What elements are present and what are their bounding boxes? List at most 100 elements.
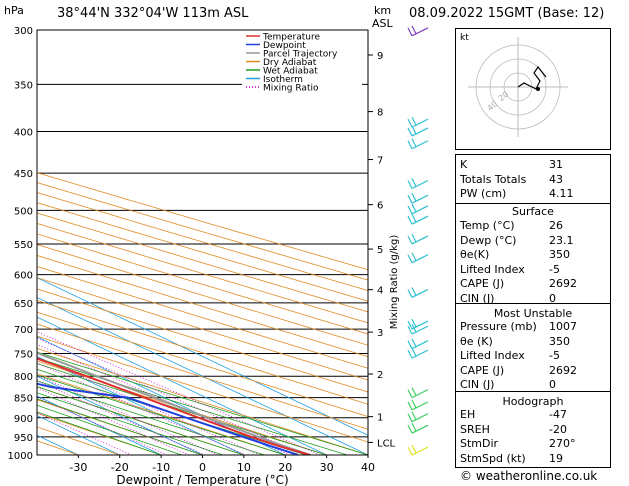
wet-adiabat bbox=[37, 404, 182, 455]
wind-barb-flag bbox=[411, 338, 417, 347]
valid-datetime: 08.09.2022 15GMT (Base: 12) bbox=[409, 6, 605, 21]
wet-adiabat bbox=[37, 351, 368, 455]
height-tick-label: LCL bbox=[377, 438, 396, 449]
row-label: Lifted Index bbox=[460, 262, 525, 276]
dry-adiabat bbox=[37, 399, 203, 455]
dry-adiabat bbox=[37, 265, 368, 369]
row-value: 19 bbox=[549, 451, 563, 465]
x-axis-label: Dewpoint / Temperature (°C) bbox=[116, 473, 288, 486]
wind-barb bbox=[411, 288, 429, 298]
height-tick-label: 7 bbox=[377, 156, 383, 167]
row-value: 0 bbox=[549, 291, 556, 305]
wind-barb bbox=[411, 446, 429, 456]
dry-adiabat bbox=[37, 373, 286, 455]
row-label: StmSpd (kt) bbox=[460, 451, 526, 465]
pressure-tick-label: 550 bbox=[14, 240, 33, 251]
mixing-ratio-line bbox=[37, 362, 247, 455]
wind-barb-flag bbox=[411, 411, 417, 420]
wind-barb bbox=[411, 140, 429, 150]
pressure-tick-label: 300 bbox=[14, 26, 33, 37]
dry-adiabat bbox=[37, 360, 327, 455]
wind-barb-flag bbox=[411, 387, 417, 396]
wind-barb bbox=[411, 320, 429, 330]
parcel-trajectory-line bbox=[37, 351, 311, 455]
mixing-ratio-line bbox=[37, 380, 206, 455]
hodograph-ring-label: 20 bbox=[497, 90, 511, 103]
hodograph-trace bbox=[517, 65, 547, 90]
hodograph-unit: kt bbox=[460, 33, 469, 43]
row-value: 350 bbox=[549, 248, 570, 261]
row-label: K bbox=[460, 158, 468, 171]
legend-label: Dry Adiabat bbox=[263, 58, 317, 68]
dewpoint-line bbox=[37, 382, 299, 455]
wind-barb bbox=[411, 179, 429, 190]
wind-barb bbox=[411, 424, 429, 434]
table-row: CIN (J) 0 bbox=[460, 378, 606, 392]
isotherm bbox=[37, 316, 327, 455]
legend-label: Parcel Trajectory bbox=[263, 50, 338, 60]
wind-barb-flag bbox=[411, 116, 417, 126]
wet-adiabat bbox=[37, 374, 286, 455]
wind-barb-flag bbox=[407, 289, 413, 298]
wet-adiabat bbox=[37, 392, 224, 455]
wind-barb-flag bbox=[407, 401, 413, 411]
mixing-ratio-axis-label: Mixing Ratio (g/kg) bbox=[389, 235, 400, 330]
wind-barb-flag bbox=[407, 446, 413, 456]
wind-barb-flag bbox=[407, 127, 413, 137]
wind-barb bbox=[411, 205, 429, 215]
dry-adiabat bbox=[37, 277, 368, 381]
mixing-ratio-line bbox=[37, 356, 260, 455]
wind-barb-flag bbox=[411, 347, 417, 357]
wind-barb bbox=[411, 325, 429, 335]
wind-barb bbox=[411, 389, 429, 399]
row-label: CIN (J) bbox=[460, 291, 495, 305]
divider bbox=[456, 391, 610, 392]
pressure-tick-label: 650 bbox=[14, 299, 33, 310]
table-row: SREH -20 bbox=[460, 423, 606, 437]
legend-label: Mixing Ratio bbox=[263, 84, 319, 94]
isotherm bbox=[37, 296, 368, 455]
pressure-tick-label: 750 bbox=[14, 349, 33, 360]
temperature-tick-label: 0 bbox=[199, 461, 206, 474]
wind-barb-flag bbox=[407, 140, 413, 150]
wind-barb-flag bbox=[411, 213, 417, 223]
temperature-tick-label: -30 bbox=[69, 461, 87, 474]
mixing-ratio-line bbox=[37, 374, 219, 455]
legend-background bbox=[242, 31, 362, 93]
table-row: StmSpd (kt) 19 bbox=[460, 452, 606, 466]
pressure-tick-label: 950 bbox=[14, 433, 33, 444]
wind-barb-flag bbox=[407, 27, 413, 37]
hodograph-panel: kt 20 40 bbox=[455, 28, 611, 150]
row-label: PW (cm) bbox=[460, 187, 507, 200]
row-value: 1007 bbox=[549, 320, 577, 333]
row-label: CIN (J) bbox=[460, 378, 495, 391]
row-value: 26 bbox=[549, 219, 563, 232]
row-value: 4.11 bbox=[549, 187, 574, 200]
temperature-tick-label: -10 bbox=[152, 461, 170, 474]
height-tick-label: 6 bbox=[377, 201, 383, 212]
table-row: EH -47 bbox=[460, 408, 606, 422]
isotherm bbox=[37, 375, 203, 455]
row-value: 23.1 bbox=[549, 233, 574, 247]
copyright-footer: © weatheronline.co.uk bbox=[460, 469, 598, 483]
dry-adiabat bbox=[37, 233, 368, 335]
temperature-tick-label: 10 bbox=[237, 461, 251, 474]
dry-adiabat bbox=[37, 300, 368, 405]
wind-barb-flag bbox=[411, 323, 417, 333]
wind-barb-flag bbox=[411, 252, 417, 261]
wind-barb bbox=[411, 413, 429, 423]
pressure-tick-label: 450 bbox=[14, 169, 33, 180]
row-value: 0 bbox=[549, 378, 556, 391]
table-row: CAPE (J) 2692 bbox=[460, 364, 606, 378]
wind-barb-flag bbox=[411, 203, 417, 213]
row-label: Lifted Index bbox=[460, 349, 525, 362]
row-label: CAPE (J) bbox=[460, 277, 505, 290]
row-value: -47 bbox=[549, 408, 567, 421]
most-unstable-section: Most Unstable Pressure (mb) 1007 θe (K) 350… bbox=[456, 303, 610, 395]
dry-adiabat bbox=[37, 288, 368, 393]
wind-barb-flag bbox=[407, 205, 413, 215]
row-label: SREH bbox=[460, 422, 490, 436]
pressure-tick-label: 1000 bbox=[8, 451, 33, 462]
